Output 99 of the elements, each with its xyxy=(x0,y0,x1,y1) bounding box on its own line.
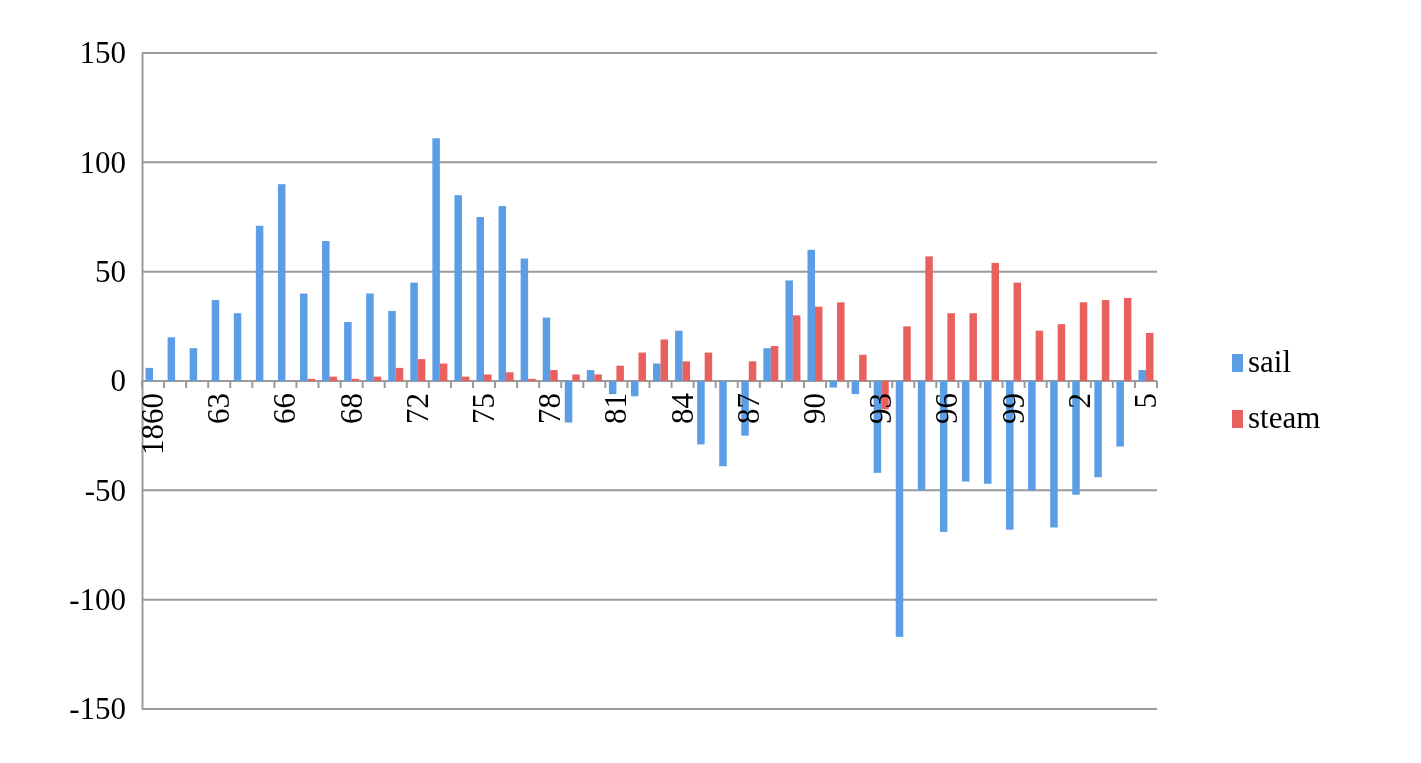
bar xyxy=(277,184,286,381)
bar xyxy=(484,374,492,381)
bar xyxy=(807,249,815,381)
x-tick-label: 1860 xyxy=(135,393,171,455)
bar xyxy=(660,339,669,381)
bar xyxy=(748,361,757,381)
bar xyxy=(1079,302,1088,381)
y-tick-label: -100 xyxy=(69,582,126,618)
bar xyxy=(366,293,374,381)
bar xyxy=(630,381,639,397)
bar xyxy=(550,370,558,381)
x-tick-label: 2 xyxy=(1061,393,1097,409)
y-tick-label: -150 xyxy=(69,691,126,727)
bar xyxy=(528,378,536,381)
bar xyxy=(255,225,264,381)
bar xyxy=(859,354,867,381)
y-tick-label: 100 xyxy=(79,144,126,180)
bar xyxy=(895,381,904,637)
bar xyxy=(704,352,713,381)
bar xyxy=(476,217,485,381)
bar xyxy=(917,381,926,491)
x-tick-label: 87 xyxy=(730,393,766,424)
bar xyxy=(344,321,352,381)
bar xyxy=(498,206,507,381)
legend-label: steam xyxy=(1248,400,1321,435)
bar xyxy=(851,381,860,395)
bar xyxy=(903,326,911,381)
bar xyxy=(947,313,955,381)
bar xyxy=(586,370,595,381)
bar xyxy=(1028,381,1036,491)
bar xyxy=(814,306,823,381)
bar xyxy=(697,381,705,445)
bar xyxy=(1013,282,1022,381)
bar xyxy=(594,374,602,381)
bar xyxy=(1101,300,1110,381)
x-tick-label: 78 xyxy=(532,393,568,424)
bar xyxy=(837,302,845,381)
bar xyxy=(189,348,198,381)
x-tick-label: 5 xyxy=(1127,393,1163,409)
bar xyxy=(770,346,779,381)
bar xyxy=(638,352,646,381)
y-tick-label: -50 xyxy=(84,472,126,508)
bar xyxy=(1035,330,1044,381)
bar xyxy=(1050,381,1058,528)
legend-label: sail xyxy=(1248,344,1292,379)
x-tick-label: 72 xyxy=(399,393,435,424)
bar xyxy=(417,359,426,381)
bar xyxy=(307,378,315,381)
bar xyxy=(167,337,176,381)
bar xyxy=(763,348,771,381)
bar xyxy=(233,313,242,381)
bar xyxy=(1123,297,1132,381)
y-tick-label: 150 xyxy=(79,35,126,71)
bar xyxy=(388,311,396,381)
bar xyxy=(969,313,977,381)
bar xyxy=(1057,324,1066,381)
bar xyxy=(719,381,727,467)
y-tick-label: 0 xyxy=(110,363,126,399)
bar xyxy=(395,367,404,381)
x-tick-label: 93 xyxy=(863,393,899,424)
bar xyxy=(925,256,933,381)
bar xyxy=(1145,332,1154,381)
bar xyxy=(432,138,440,381)
bar xyxy=(608,381,617,395)
bar xyxy=(984,381,992,484)
x-tick-label: 84 xyxy=(664,392,700,424)
bar xyxy=(520,258,529,381)
bar xyxy=(454,195,462,381)
bar xyxy=(1094,381,1102,478)
bar xyxy=(792,315,801,381)
x-tick-label: 81 xyxy=(598,393,634,424)
bar xyxy=(1138,370,1146,381)
bar xyxy=(1116,381,1124,447)
bar xyxy=(564,381,573,423)
bar xyxy=(299,293,308,381)
bar xyxy=(991,262,1000,381)
x-tick-label: 63 xyxy=(201,393,237,424)
bar xyxy=(439,363,448,381)
bar xyxy=(322,241,330,381)
bar xyxy=(961,381,970,482)
bar xyxy=(572,374,580,381)
bar xyxy=(410,282,418,381)
x-tick-label: 68 xyxy=(333,393,369,424)
x-tick-label: 75 xyxy=(466,393,502,424)
x-tick-label: 66 xyxy=(267,393,303,424)
x-tick-label: 96 xyxy=(929,393,965,424)
bar xyxy=(211,300,220,381)
bar xyxy=(542,317,551,381)
bar xyxy=(506,372,514,381)
bar xyxy=(682,361,691,381)
bar xyxy=(675,330,683,381)
bar xyxy=(785,280,793,381)
y-tick-label: 50 xyxy=(95,254,126,290)
x-tick-label: 90 xyxy=(796,393,832,424)
bar xyxy=(145,367,154,381)
x-tick-label: 99 xyxy=(995,393,1031,424)
bar xyxy=(616,365,624,381)
bar xyxy=(653,363,661,381)
bar xyxy=(829,381,838,388)
